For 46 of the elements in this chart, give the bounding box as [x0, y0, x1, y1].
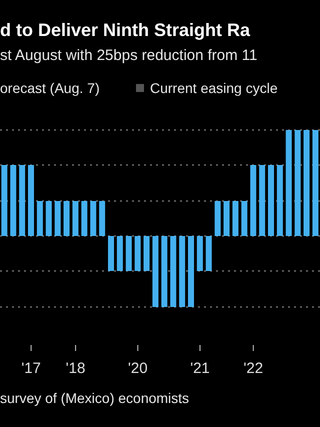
bar [312, 130, 318, 236]
bar [90, 201, 96, 236]
bar [126, 236, 132, 271]
x-tick-label: '17 [21, 360, 41, 377]
chart-title: d to Deliver Ninth Straight Ra [0, 20, 250, 40]
bar [108, 236, 114, 271]
bar [304, 130, 310, 236]
bar [161, 236, 168, 307]
chart-subtitle: st August with 25bps reduction from 11 [0, 47, 258, 64]
bar [196, 236, 203, 271]
bar [1, 164, 8, 236]
text: orecast (Aug. 7) [0, 80, 100, 96]
bar [134, 236, 141, 271]
bar [224, 201, 230, 236]
bar [232, 201, 238, 236]
bar [116, 236, 123, 271]
bar [241, 201, 248, 236]
bar [188, 236, 194, 307]
bar [206, 236, 212, 271]
bar [276, 164, 283, 236]
bar [294, 130, 301, 236]
bar [36, 201, 43, 236]
bar [179, 236, 186, 307]
x-tick-label: '21 [190, 360, 210, 377]
bar [268, 164, 274, 236]
bar [19, 164, 26, 236]
bar [99, 201, 106, 236]
bar [54, 201, 61, 236]
bar [64, 201, 70, 236]
bar [214, 201, 221, 236]
bar [144, 236, 150, 271]
text: survey of (Mexico) economists [0, 390, 190, 406]
bar [28, 164, 34, 236]
bar [81, 201, 88, 236]
bar [152, 236, 158, 307]
x-tick-label: '22 [244, 360, 264, 377]
bar [46, 201, 52, 236]
x-tick-label: '20 [128, 360, 148, 377]
text: Current easing cycle [150, 80, 278, 96]
x-tick-label: '18 [66, 360, 86, 377]
bar [72, 201, 78, 236]
bar [10, 164, 16, 236]
bar [250, 164, 256, 236]
bar [286, 130, 292, 236]
bar [170, 236, 176, 307]
bar [259, 164, 266, 236]
